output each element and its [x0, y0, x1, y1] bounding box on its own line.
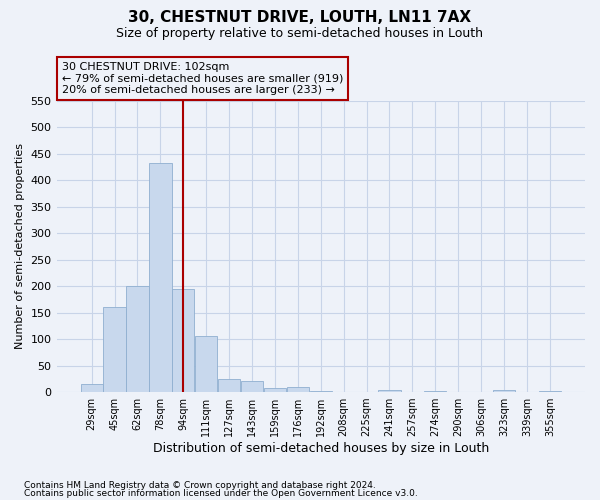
Text: Contains HM Land Registry data © Crown copyright and database right 2024.: Contains HM Land Registry data © Crown c…: [24, 480, 376, 490]
Bar: [287, 387, 309, 392]
Bar: [172, 289, 194, 392]
Bar: [149, 163, 172, 392]
Text: 30 CHESTNUT DRIVE: 102sqm
← 79% of semi-detached houses are smaller (919)
20% of: 30 CHESTNUT DRIVE: 102sqm ← 79% of semi-…: [62, 62, 343, 95]
Bar: [539, 391, 561, 392]
Bar: [241, 382, 263, 392]
Bar: [80, 384, 103, 392]
X-axis label: Distribution of semi-detached houses by size in Louth: Distribution of semi-detached houses by …: [152, 442, 489, 455]
Bar: [103, 308, 125, 392]
Bar: [127, 286, 149, 392]
Bar: [310, 391, 332, 392]
Bar: [195, 336, 217, 392]
Bar: [493, 390, 515, 392]
Y-axis label: Number of semi-detached properties: Number of semi-detached properties: [15, 144, 25, 350]
Text: Size of property relative to semi-detached houses in Louth: Size of property relative to semi-detach…: [116, 28, 484, 40]
Text: 30, CHESTNUT DRIVE, LOUTH, LN11 7AX: 30, CHESTNUT DRIVE, LOUTH, LN11 7AX: [128, 10, 472, 25]
Bar: [264, 388, 286, 392]
Bar: [218, 379, 240, 392]
Bar: [379, 390, 401, 392]
Text: Contains public sector information licensed under the Open Government Licence v3: Contains public sector information licen…: [24, 489, 418, 498]
Bar: [424, 391, 446, 392]
